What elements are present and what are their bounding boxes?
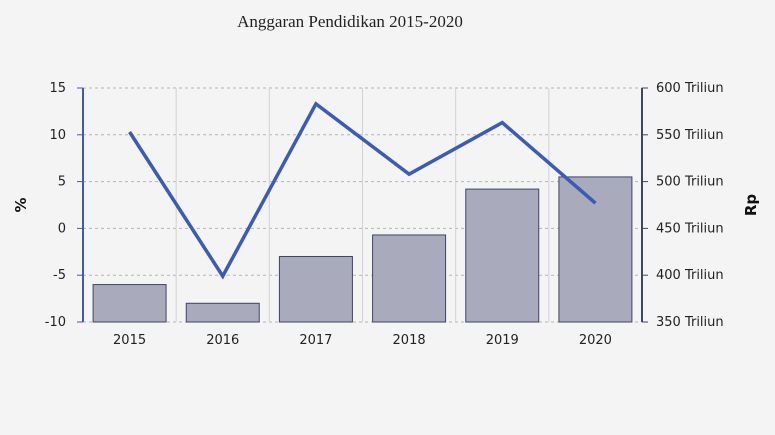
bar-2015 (92, 284, 167, 323)
chart-title: Anggaran Pendidikan 2015-2020 (237, 12, 463, 31)
x-tick-label: 2016 (206, 333, 239, 348)
left-tick-label: 15 (49, 81, 66, 96)
left-axis-title: % (12, 197, 30, 212)
x-tick-label: 2019 (486, 333, 519, 348)
right-tick-label: 350 Triliun (656, 315, 724, 330)
x-tick-label: 2018 (393, 333, 426, 348)
right-tick-label: 400 Triliun (656, 268, 724, 283)
right-tick-label: 500 Triliun (656, 175, 724, 190)
x-tick-label: 2020 (579, 333, 612, 348)
bar-2019 (465, 188, 540, 323)
left-tick-label: 5 (58, 175, 66, 190)
right-tick-label: 450 Triliun (656, 221, 724, 236)
bar-2016 (185, 302, 260, 323)
right-tick-label: 600 Triliun (656, 81, 724, 96)
bar-2020 (558, 176, 633, 323)
left-tick-label: 0 (58, 221, 66, 236)
left-tick-label: -5 (53, 268, 66, 283)
bar-2017 (278, 255, 353, 323)
right-tick-label: 550 Triliun (656, 128, 724, 143)
x-tick-label: 2017 (299, 333, 332, 348)
x-tick-label: 2015 (113, 333, 146, 348)
left-tick-label: -10 (45, 315, 66, 330)
right-axis-title: Rp (742, 194, 760, 217)
bar-2018 (372, 234, 447, 323)
line-series (128, 101, 597, 280)
left-tick-label: 10 (49, 128, 66, 143)
